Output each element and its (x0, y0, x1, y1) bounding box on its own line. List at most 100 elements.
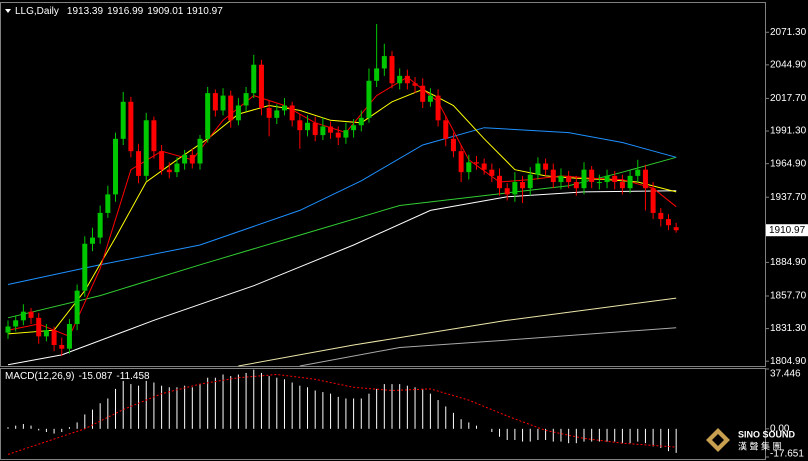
candle-body (589, 169, 595, 183)
candle-body (550, 169, 556, 183)
y-tick-label: 2044.90 (770, 59, 807, 70)
macd-title: MACD(12,26,9) (5, 371, 74, 382)
candle-body (450, 138, 456, 152)
candle-body (420, 85, 426, 102)
candle-body (166, 169, 172, 173)
candle-body (28, 311, 34, 318)
logo-icon-inner (712, 434, 724, 446)
macd-y-tick-label: -17.651 (770, 449, 804, 460)
logo: SINO SOUND 漢 聲 集 團 (706, 428, 796, 452)
y-tick-label: 2017.70 (770, 93, 807, 104)
candle-body (20, 311, 26, 321)
candle-body (258, 64, 264, 108)
candle-body (235, 105, 241, 121)
candle-body (343, 130, 349, 138)
candle-body (13, 320, 19, 327)
candle-body (535, 163, 541, 175)
macd-y-tick-label: 0.00 (770, 423, 790, 434)
candle-body (243, 93, 249, 106)
candle-body (305, 122, 311, 131)
candle-body (159, 151, 165, 170)
candle-body (351, 125, 357, 131)
candle-body (627, 175, 633, 189)
candle-body (642, 169, 648, 189)
candle-body (427, 95, 433, 102)
candle-body (604, 175, 610, 183)
candle-body (558, 175, 564, 183)
macd-header: MACD(12,26,9) -15.087 -11.458 (5, 371, 150, 382)
candle-body (320, 126, 326, 136)
logo-brand: SINO SOUND (738, 429, 796, 439)
candle-body (458, 151, 464, 173)
candle-body (481, 163, 487, 170)
candle-body (658, 212, 664, 220)
candle-body (512, 182, 518, 195)
y-tick-label: 1991.30 (770, 126, 807, 137)
candle-body (136, 151, 142, 176)
candle-body (673, 227, 679, 231)
y-tick-label: 1857.70 (770, 291, 807, 302)
candle-body (566, 175, 572, 183)
candle-body (573, 182, 579, 189)
moving-average-line (238, 297, 677, 367)
candle-body (82, 243, 88, 291)
candle-body (374, 68, 380, 81)
candle-body (650, 188, 656, 213)
candle-body (220, 95, 226, 111)
candle-body (89, 237, 95, 244)
candle-body (397, 75, 403, 84)
candle-body (36, 317, 42, 337)
candle-body (366, 80, 372, 118)
y-tick-label: 1804.90 (770, 356, 807, 367)
candle-body (212, 93, 218, 111)
candle-body (404, 75, 410, 84)
candle-body (59, 345, 65, 349)
candle-body (497, 175, 503, 189)
candle-body (174, 163, 180, 173)
candle-body (312, 122, 318, 136)
chart-header: LLG,Daily 1913.39 1916.99 1909.01 1910.97 (15, 6, 223, 17)
header-open: 1913.39 (67, 6, 104, 17)
candle-body (274, 110, 280, 118)
y-tick-label: 1937.70 (770, 192, 807, 203)
signal-line (7, 373, 677, 455)
candle-body (51, 330, 57, 346)
candle-body (120, 101, 126, 139)
candle-body (358, 117, 364, 126)
candle-body (520, 182, 526, 189)
candle-body (635, 169, 641, 176)
last-price-label: 1910.97 (769, 225, 806, 236)
menu-arrow[interactable] (5, 9, 11, 13)
candle-body (412, 83, 418, 86)
candle-body (435, 95, 441, 121)
macd-panel-frame (0, 368, 766, 460)
moving-average-line (7, 127, 677, 285)
candle-body (443, 120, 449, 139)
header-low: 1909.01 (147, 6, 184, 17)
candle-body (5, 326, 11, 333)
candle-body (596, 182, 602, 184)
candle-body (665, 219, 671, 226)
candle-body (504, 188, 510, 195)
candle-body (197, 138, 203, 164)
candle-body (281, 105, 287, 111)
moving-average-line (299, 327, 677, 367)
candle-body (328, 126, 334, 133)
y-tick-label: 1831.30 (770, 323, 807, 334)
candle-body (66, 324, 72, 349)
macd-y-tick-label: 37.446 (770, 369, 801, 380)
moving-average-line (7, 156, 677, 319)
candle-body (289, 105, 295, 121)
candle-body (612, 175, 618, 183)
candle-body (97, 212, 103, 238)
candle-body (389, 56, 395, 84)
last-price-box (766, 224, 808, 237)
candle-body (489, 169, 495, 176)
symbol-title: LLG,Daily (15, 6, 59, 17)
candle-body (128, 101, 134, 152)
header-close: 1910.97 (187, 6, 224, 17)
candle-body (113, 138, 119, 195)
